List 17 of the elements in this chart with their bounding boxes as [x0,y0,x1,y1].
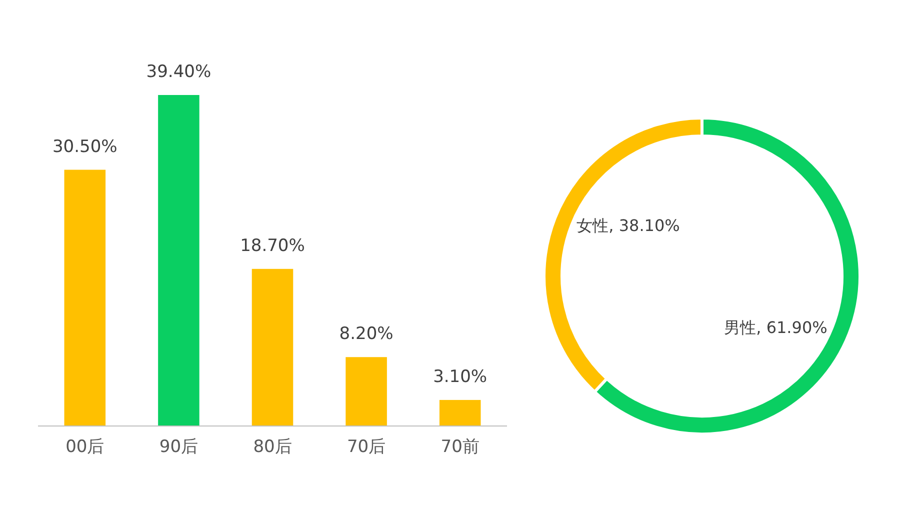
x-tick-label: 90后 [159,437,198,458]
bar [346,357,387,426]
x-tick-label: 80后 [253,437,292,458]
bar [158,95,200,426]
data-label: 3.10% [433,366,488,387]
bar [439,400,481,426]
slice-label: 男性, 61.90% [724,318,828,338]
bar [64,170,106,426]
x-tick-label: 70前 [440,437,480,458]
bar [252,268,294,426]
data-label: 30.50% [52,136,118,157]
slice-label: 女性, 38.10% [576,216,680,235]
x-tick-label: 00后 [66,437,104,458]
x-tick-label: 70后 [346,437,386,458]
data-label: 8.20% [339,324,394,344]
data-label: 39.40% [146,62,212,82]
data-label: 18.70% [240,236,305,256]
